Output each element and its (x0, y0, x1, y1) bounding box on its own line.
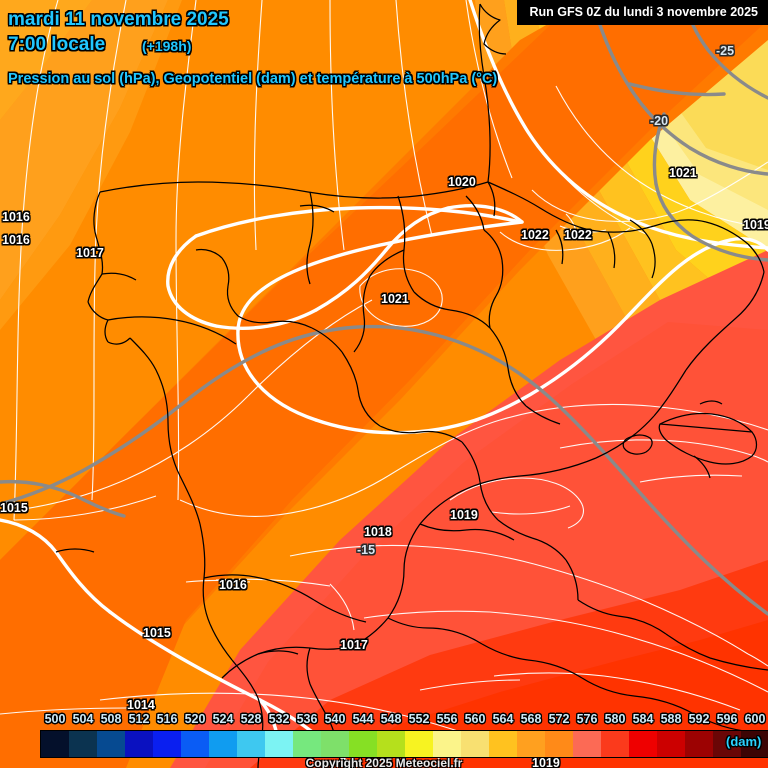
model-run-label: Run GFS 0Z du lundi 3 novembre 2025 (517, 0, 768, 25)
coastline-border-lines (55, 3, 768, 768)
isotherm-lines (0, 0, 768, 616)
